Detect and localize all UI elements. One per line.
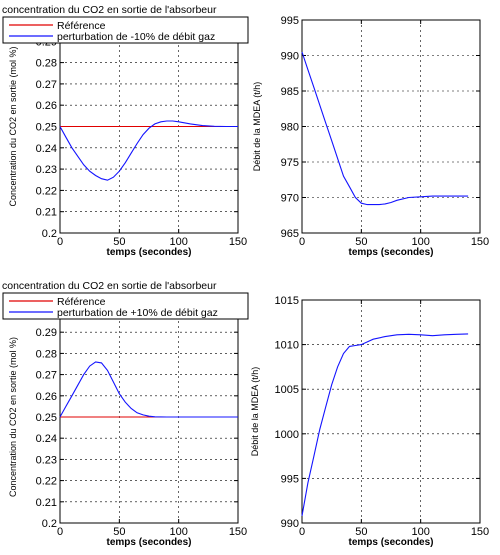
y-tick-label: 0.27: [36, 79, 57, 91]
y-axis-label: Débit de la MDEA (t/h): [250, 367, 260, 457]
x-tick-label: 100: [411, 236, 429, 248]
y-tick-label: 1010: [275, 340, 299, 352]
chart-title: concentration du CO2 en sortie de l'abso…: [2, 280, 217, 292]
plot-area: [301, 19, 481, 234]
y-tick-label: 0.26: [36, 100, 57, 112]
chart-1: 0 50 100 150 0.2 0.21 0.22 0.23 0.24 0.25 0.26 0.27…: [2, 4, 249, 258]
y-tick-label: 980: [281, 122, 299, 134]
x-tick-label: 100: [411, 526, 429, 538]
y-tick-label: 985: [281, 86, 299, 98]
y-tick-label: 970: [281, 193, 299, 205]
plot-area: [301, 299, 481, 524]
legend-entry: Référence: [57, 296, 106, 308]
y-tick-label: 0.28: [36, 348, 57, 360]
y-tick-label: 0.2: [42, 518, 57, 530]
y-axis-label: Débit de la MDEA (t/h): [252, 82, 262, 172]
y-tick-label: 995: [281, 15, 299, 27]
series-line-2: [59, 120, 238, 181]
series-line-2: [59, 361, 238, 418]
y-tick-label: 0.27: [36, 370, 57, 382]
y-tick-label: 0.23: [36, 454, 57, 466]
y-tick-label: 0.25: [36, 122, 57, 134]
y-tick-label: 965: [281, 228, 299, 240]
y-axis-label: Concentration du CO2 en sortie (mol %): [8, 46, 18, 206]
x-axis-label: temps (secondes): [106, 537, 191, 548]
legend-entry: perturbation de -10% de débit gaz: [57, 31, 215, 43]
y-tick-label: 0.2: [42, 228, 57, 240]
y-tick-label: 995: [281, 473, 299, 485]
x-axis-label: temps (secondes): [106, 247, 191, 258]
x-tick-label: 0: [299, 526, 305, 538]
y-tick-label: 975: [281, 157, 299, 169]
y-tick-label: 990: [281, 51, 299, 63]
x-axis-label: temps (secondes): [348, 247, 433, 258]
y-tick-label: 0.23: [36, 164, 57, 176]
y-axis-label: Concentration du CO2 en sortie (mol %): [8, 337, 18, 497]
x-tick-label: 50: [355, 236, 367, 248]
legend-entry: Référence: [57, 20, 106, 32]
x-tick-label: 50: [113, 526, 125, 538]
y-tick-label: 0.28: [36, 58, 57, 70]
y-tick-label: 0.21: [36, 207, 57, 219]
x-tick-label: 150: [471, 526, 489, 538]
x-tick-label: 50: [355, 526, 367, 538]
legend-box: [2, 16, 249, 44]
x-tick-label: 0: [57, 236, 63, 248]
y-tick-label: 0.25: [36, 412, 57, 424]
y-tick-label: 990: [281, 518, 299, 530]
y-tick-label: 1000: [275, 429, 299, 441]
x-tick-label: 150: [471, 236, 489, 248]
y-tick-label: 1005: [275, 384, 299, 396]
y-tick-label: 0.29: [36, 327, 57, 339]
x-tick-label: 50: [113, 236, 125, 248]
y-tick-label: 0.22: [36, 476, 57, 488]
chart-title: concentration du CO2 en sortie de l'abso…: [2, 4, 217, 16]
y-tick-label: 0.21: [36, 497, 57, 509]
x-tick-label: 150: [229, 236, 247, 248]
chart-3: 0 50 100 150 0.2 0.21 0.22 0.23 0.24 0.25 0.26 0.27…: [2, 280, 249, 548]
x-tick-label: 0: [57, 526, 63, 538]
x-tick-label: 0: [299, 236, 305, 248]
series-line-1: [301, 51, 469, 206]
x-tick-label: 150: [229, 526, 247, 538]
y-tick-label: 1015: [275, 295, 299, 307]
x-tick-label: 100: [169, 236, 187, 248]
y-tick-label: 0.24: [36, 433, 57, 445]
x-tick-label: 100: [169, 526, 187, 538]
series-line-1: [301, 333, 469, 516]
chart-4: 0 50 100 150 990 995 1000 1005 1010 1015 temps (se…: [250, 295, 489, 548]
x-axis-label: temps (secondes): [348, 537, 433, 548]
legend-entry: perturbation de +10% de débit gaz: [57, 307, 218, 319]
y-tick-label: 0.24: [36, 143, 57, 155]
y-tick-label: 0.26: [36, 391, 57, 403]
chart-2: 0 50 100 150 965 970 975 980 985 990 995 temps (sec…: [252, 15, 489, 258]
y-tick-label: 0.22: [36, 185, 57, 197]
legend-box: [2, 292, 249, 320]
